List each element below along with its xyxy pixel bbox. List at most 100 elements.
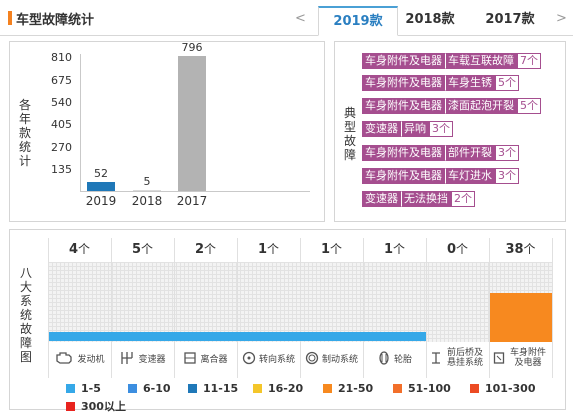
legend-item: 101-300	[470, 382, 536, 395]
prev-arrow-button[interactable]: <	[295, 11, 306, 26]
gearbox-icon	[121, 352, 134, 364]
fault-tag[interactable]: 车身附件及电器 漆面起泡开裂 5个	[362, 98, 541, 114]
fault-component: 车身附件及电器	[362, 168, 445, 184]
system-level-bar[interactable]	[49, 332, 426, 341]
fault-component: 车身附件及电器	[362, 53, 445, 69]
system-count: 0个	[446, 242, 469, 257]
system-level-bar[interactable]	[490, 293, 552, 342]
column-divider	[111, 238, 112, 378]
tab-2019[interactable]: 2019款	[318, 6, 398, 36]
fault-tag[interactable]: 变速器 异响 3个	[362, 121, 453, 137]
fault-problem: 无法换挡	[401, 191, 451, 207]
fault-count: 7个	[517, 53, 541, 69]
suspension-icon	[432, 352, 440, 364]
column-divider	[237, 238, 238, 378]
y-tick: 540	[51, 96, 72, 109]
legend-swatch	[66, 384, 75, 393]
column-divider	[174, 238, 175, 378]
system-label[interactable]: 车身附件及电器	[489, 348, 552, 368]
top-bar: 车型故障统计 < 2019款 2018款 2017款 >	[0, 0, 573, 36]
fault-count: 2个	[451, 191, 475, 207]
bar-2017[interactable]	[178, 56, 206, 191]
fault-problem: 部件开裂	[445, 145, 495, 161]
legend-swatch	[128, 384, 137, 393]
system-label[interactable]: 发动机	[48, 348, 111, 368]
engine-icon	[56, 352, 73, 364]
system-label[interactable]: 轮胎	[363, 348, 426, 368]
eight-systems-panel: 八大系统故障图 4个 5个 2个 1个 1个 1个 0个 38个 发动机 变速器…	[9, 229, 566, 413]
fault-tag[interactable]: 车身附件及电器 车身生锈 5个	[362, 75, 519, 91]
system-label[interactable]: 前后桥及悬挂系统	[426, 348, 489, 368]
column-divider	[48, 238, 49, 378]
legend-swatch	[188, 384, 197, 393]
system-label[interactable]: 制动系统	[300, 348, 363, 368]
tire-icon	[379, 351, 389, 365]
fault-count: 3个	[495, 168, 519, 184]
column-divider	[552, 238, 553, 378]
next-arrow-button[interactable]: >	[556, 11, 567, 26]
bar-value-label: 5	[143, 175, 151, 188]
body-electrics-icon	[493, 352, 505, 364]
system-count: 4个	[68, 242, 91, 257]
bar-value-label: 52	[94, 167, 108, 180]
tab-2017[interactable]: 2017款	[485, 12, 535, 27]
year-chart-panel: 各年款统计 810 675 540 405 270 135 52 5 796 2…	[9, 41, 325, 222]
legend-item: 16-20	[253, 382, 303, 395]
fault-tag[interactable]: 变速器 无法换挡 2个	[362, 191, 475, 207]
x-tick-label: 2019	[85, 194, 117, 208]
tab-2018[interactable]: 2018款	[405, 12, 455, 27]
legend-item: 1-5	[66, 382, 101, 395]
system-label[interactable]: 离合器	[174, 348, 237, 368]
steering-icon	[242, 351, 256, 365]
legend-swatch	[66, 401, 75, 411]
system-label[interactable]: 转向系统	[237, 348, 300, 368]
legend-swatch	[323, 384, 332, 393]
legend-item: 6-10	[128, 382, 171, 395]
chart-ylabel: 各年款统计	[18, 98, 31, 168]
y-tick: 405	[51, 118, 72, 131]
legend-item: 300以上	[66, 398, 126, 414]
fault-component: 变速器	[362, 121, 401, 137]
y-tick: 675	[51, 74, 72, 87]
x-axis	[80, 191, 310, 192]
typical-faults-panel: 典型故障 车身附件及电器 车载互联故障 7个 车身附件及电器 车身生锈 5个 车身附件及…	[334, 41, 566, 222]
legend-item: 21-50	[323, 382, 373, 395]
x-tick-label: 2017	[176, 194, 208, 208]
system-count: 2个	[194, 242, 217, 257]
fault-count: 3个	[495, 145, 519, 161]
system-count: 1个	[257, 242, 280, 257]
brake-icon	[305, 351, 319, 365]
fault-problem: 车身生锈	[445, 75, 495, 91]
legend-swatch	[470, 384, 479, 393]
tab-underline	[0, 35, 573, 36]
fault-tag[interactable]: 车身附件及电器 车灯进水 3个	[362, 168, 519, 184]
legend-swatch	[253, 384, 262, 393]
fault-problem: 车载互联故障	[445, 53, 517, 69]
fault-tag[interactable]: 车身附件及电器 车载互联故障 7个	[362, 53, 541, 69]
y-tick: 270	[51, 141, 72, 154]
fault-count: 5个	[517, 98, 541, 114]
systems-label: 八大系统故障图	[19, 266, 32, 364]
fault-count: 3个	[429, 121, 453, 137]
system-count: 1个	[320, 242, 343, 257]
legend-item: 11-15	[188, 382, 238, 395]
fault-problem: 异响	[401, 121, 429, 137]
fault-component: 车身附件及电器	[362, 98, 445, 114]
fault-component: 变速器	[362, 191, 401, 207]
bar-value-label: 796	[181, 41, 203, 54]
column-divider	[426, 238, 427, 378]
page-title: 车型故障统计	[16, 13, 95, 28]
system-count: 38个	[505, 242, 536, 257]
column-divider	[300, 238, 301, 378]
bar-2018[interactable]	[133, 190, 161, 191]
system-count: 5个	[131, 242, 154, 257]
fault-tag[interactable]: 车身附件及电器 部件开裂 3个	[362, 145, 519, 161]
fault-problem: 车灯进水	[445, 168, 495, 184]
fault-count: 5个	[495, 75, 519, 91]
typical-faults-label: 典型故障	[343, 106, 356, 162]
x-tick-label: 2018	[131, 194, 163, 208]
system-label[interactable]: 变速器	[111, 348, 174, 368]
bar-2019[interactable]	[87, 182, 115, 191]
column-divider	[363, 238, 364, 378]
fault-component: 车身附件及电器	[362, 145, 445, 161]
